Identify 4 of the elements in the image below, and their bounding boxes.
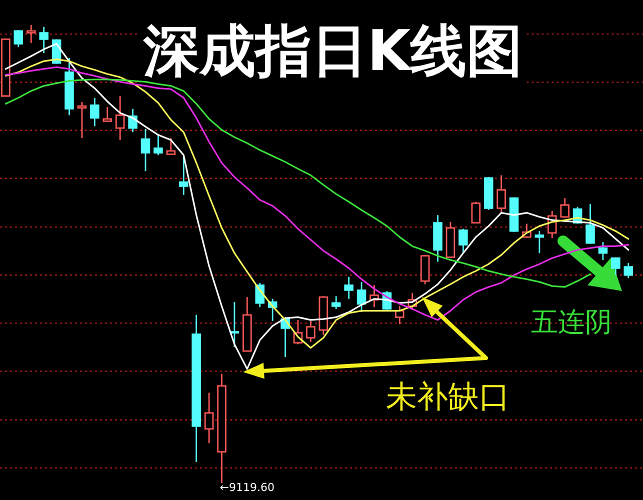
- annotation: 五连阴: [531, 307, 612, 338]
- title: 深成指日K线图: [143, 19, 523, 84]
- annotation: ←9119.60: [220, 481, 274, 494]
- annotation: 未补缺口: [386, 379, 510, 415]
